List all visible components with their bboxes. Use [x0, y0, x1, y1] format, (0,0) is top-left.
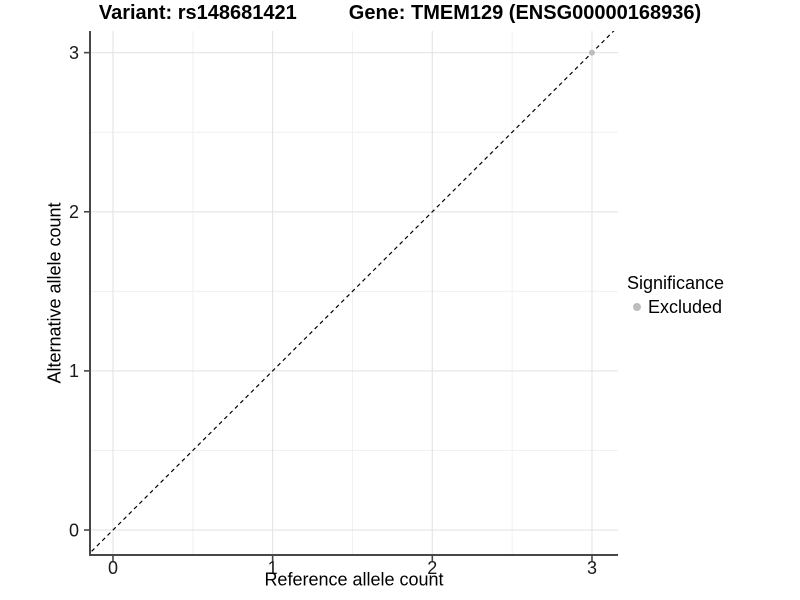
y-tick-label: 3 — [69, 43, 79, 63]
legend-item-label: Excluded — [648, 297, 723, 317]
x-tick-label: 1 — [268, 558, 278, 578]
title-row: Variant: rs148681421 Gene: TMEM129 (ENSG… — [0, 2, 800, 25]
legend: Significance Excluded — [627, 272, 724, 318]
legend-title: Significance — [627, 273, 725, 293]
identity-line — [90, 31, 615, 554]
x-tick-label: 2 — [427, 558, 437, 578]
x-axis-title: Reference allele count — [264, 569, 444, 590]
legend-item: Excluded — [627, 296, 724, 318]
x-tick-label: 0 — [108, 558, 118, 578]
y-axis-title: Alternative allele count — [44, 202, 65, 384]
y-tick-label: 0 — [69, 520, 79, 540]
y-tick-label: 1 — [69, 361, 79, 381]
legend-point-swatch — [633, 303, 641, 311]
data-point — [588, 49, 595, 56]
y-tick-label: 2 — [69, 202, 79, 222]
gene-title: Gene: TMEM129 (ENSG00000168936) — [348, 2, 702, 24]
x-tick-label: 3 — [587, 558, 597, 578]
variant-title: Variant: rs148681421 — [98, 2, 297, 24]
